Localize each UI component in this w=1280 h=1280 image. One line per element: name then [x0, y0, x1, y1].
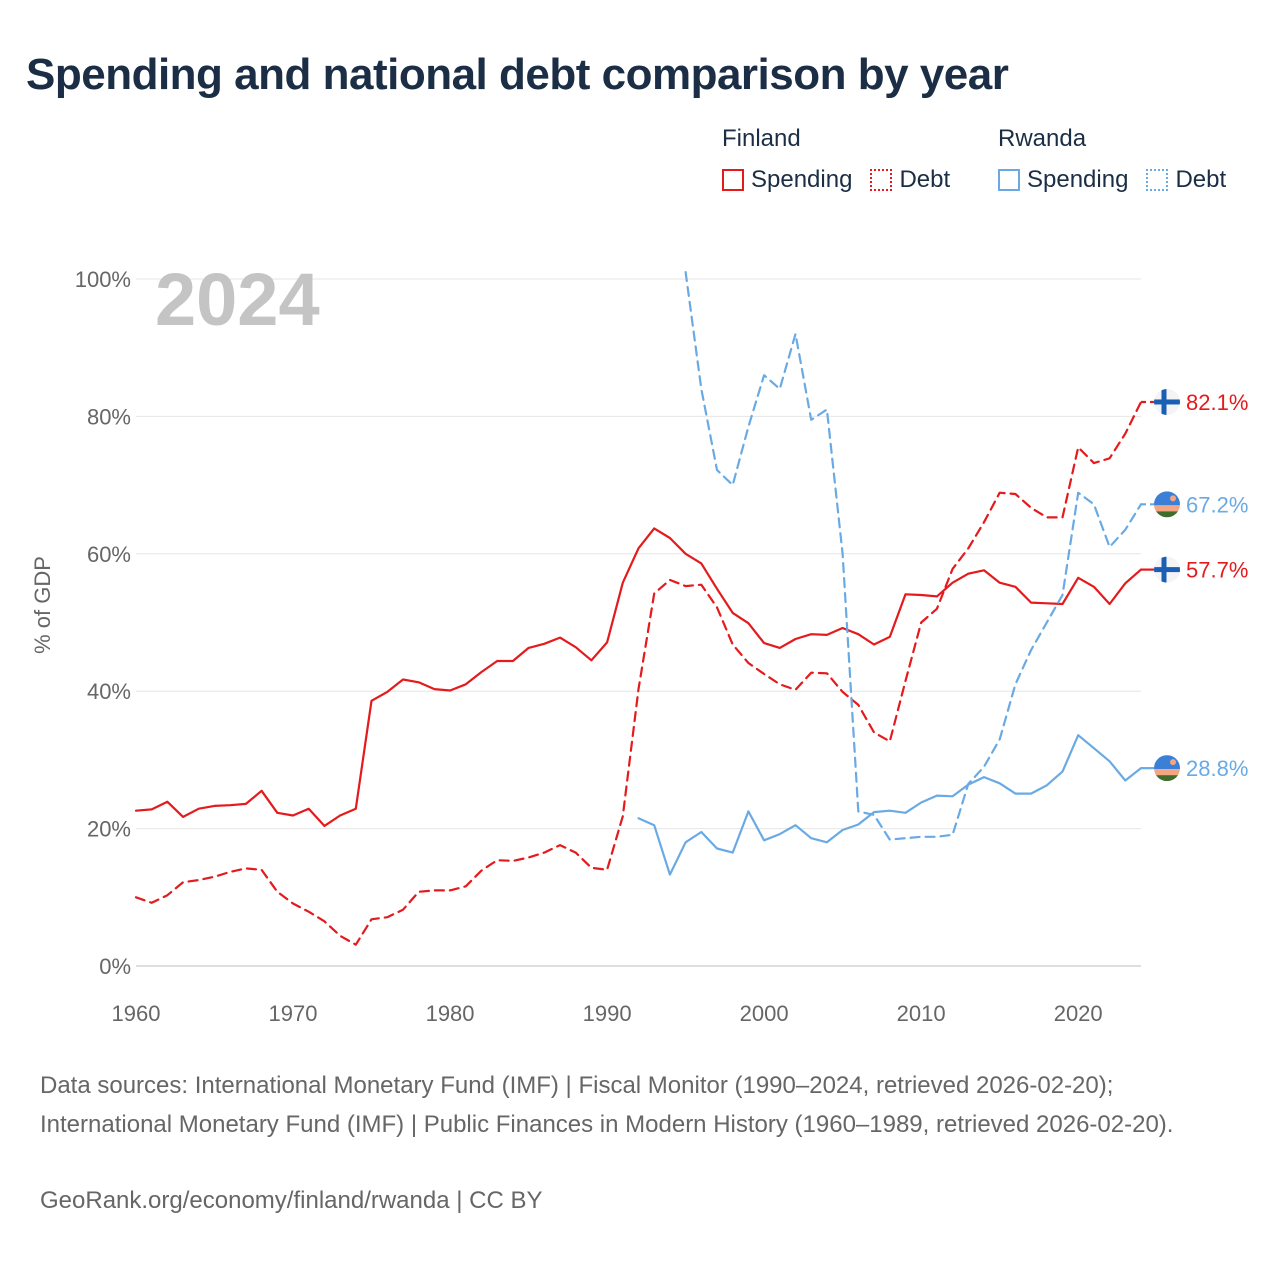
series-line-rwanda-debt [684, 271, 1143, 841]
legend-country-rwanda: Rwanda [998, 125, 1087, 152]
legend-swatch-solid [722, 169, 744, 191]
series-line-finland-debt [134, 400, 1143, 946]
end-value-label: 67.2% [1186, 492, 1248, 517]
y-tick-label: 20% [87, 817, 131, 842]
flag-stripe-peach [1154, 505, 1180, 512]
legend-label: Debt [1175, 166, 1227, 193]
chart-title: Spending and national debt comparison by… [26, 50, 1009, 99]
legend-rwanda-spending[interactable]: Spending [998, 166, 1128, 194]
flag-sun [1170, 495, 1176, 502]
finland-flag-icon [1154, 388, 1180, 415]
legend-label: Debt [899, 166, 951, 193]
y-tick-label: 100% [75, 267, 131, 292]
legend-swatch-dotted [1146, 169, 1169, 191]
legend-label: Spending [1027, 166, 1129, 193]
legend-label: Spending [751, 166, 853, 193]
end-labels: 57.7% 82.1% 28.8% 67.2% [1141, 388, 1248, 782]
finland-flag-icon [1154, 556, 1180, 583]
attribution-link[interactable]: GeoRank.org/economy/finland/rwanda | CC … [40, 1187, 543, 1214]
y-tick-label: 60% [87, 542, 131, 567]
legend-swatch-solid [998, 169, 1020, 191]
flag-stripe-green [1154, 511, 1180, 518]
legend-finland-debt[interactable]: Debt [870, 166, 950, 194]
flag-stripe-blue [1154, 491, 1180, 506]
flag-stripe-blue [1154, 755, 1180, 770]
legend-finland-spending[interactable]: Spending [722, 166, 852, 194]
flag-cross [1154, 556, 1180, 583]
y-axis-label: % of GDP [30, 556, 55, 654]
year-watermark: 2024 [155, 258, 320, 341]
end-value-label: 28.8% [1186, 756, 1248, 781]
flag-stripe-peach [1154, 769, 1180, 776]
legend-country-finland: Finland [722, 125, 801, 152]
x-tick-label: 1960 [112, 1001, 161, 1026]
x-tick-label: 1980 [426, 1001, 475, 1026]
x-tick-label: 2000 [740, 1001, 789, 1026]
end-value-label: 82.1% [1186, 390, 1248, 415]
rwanda-flag-icon [1154, 491, 1180, 518]
y-tick-label: 40% [87, 679, 131, 704]
flag-cross-bar [1154, 567, 1180, 573]
x-tick-label: 2010 [897, 1001, 946, 1026]
flag-sun [1170, 759, 1176, 766]
flag-stripe-green [1154, 775, 1180, 782]
axes: 0% 20% 40% 60% 80% 100% 1960 1970 1980 1990 2000 20… [75, 267, 1103, 1026]
flag-cross-bar [1161, 556, 1167, 583]
rwanda-flag-icon [1154, 755, 1180, 782]
x-tick-label: 1970 [269, 1001, 318, 1026]
legend-rwanda-debt[interactable]: Debt [1146, 166, 1226, 194]
x-tick-label: 1990 [583, 1001, 632, 1026]
x-tick-label: 2020 [1054, 1001, 1103, 1026]
flag-stripes [1154, 491, 1180, 518]
flag-cross-bar [1154, 399, 1180, 405]
flag-cross [1154, 388, 1180, 415]
legend-group-finland: Finland Spending Debt [722, 124, 968, 194]
line-chart: 0% 20% 40% 60% 80% 100% 1960 1970 1980 1990 2000 20… [30, 258, 1248, 1026]
y-tick-label: 0% [99, 954, 131, 979]
series [134, 271, 1143, 946]
grid [136, 278, 1141, 967]
end-value-label: 57.7% [1186, 558, 1248, 583]
legend-group-rwanda: Rwanda Spending Debt [998, 124, 1244, 194]
flag-cross-bar [1161, 388, 1167, 415]
y-tick-label: 80% [87, 404, 131, 429]
legend-swatch-dotted [870, 169, 893, 191]
series-line-rwanda-spending [637, 734, 1143, 876]
flag-stripes [1154, 755, 1180, 782]
data-sources: Data sources: International Monetary Fun… [40, 1072, 1174, 1138]
series-line-finland-spending [134, 527, 1143, 828]
